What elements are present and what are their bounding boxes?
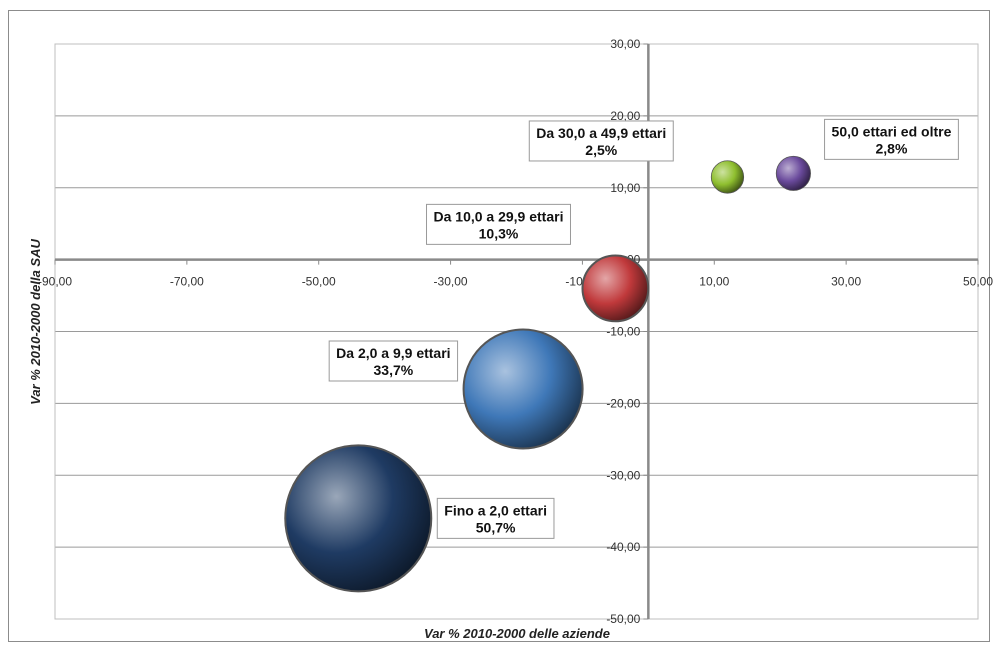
bubble-label-share: 33,7% (374, 362, 414, 378)
x-tick-label: -70,00 (170, 275, 204, 289)
bubble-label-box (528, 120, 674, 162)
y-tick-label: 10,00 (610, 181, 640, 195)
x-tick-label: -90,00 (38, 275, 72, 289)
bubble (710, 160, 745, 194)
bubble-label-box (436, 497, 555, 539)
bubble (581, 254, 650, 323)
bubble-label-name: Da 2,0 a 9,9 ettari (336, 345, 450, 361)
y-tick-label: -10,00 (606, 325, 640, 339)
bubble-label-share: 2,5% (585, 142, 617, 158)
y-tick-label: 30,00 (610, 37, 640, 51)
y-axis-title: Var % 2010-2000 della SAU (28, 239, 43, 405)
bubble-label-name: Da 10,0 a 29,9 ettari (434, 208, 564, 224)
bubble (775, 155, 811, 191)
x-tick-label: 50,00 (963, 275, 993, 289)
x-tick-label: -50,00 (302, 275, 336, 289)
bubble-label-box (426, 203, 571, 245)
bubble-label-share: 10,3% (479, 225, 519, 241)
y-tick-label: -20,00 (606, 396, 640, 410)
x-axis-title: Var % 2010-2000 delle aziende (424, 626, 610, 641)
bubble-label-name: 50,0 ettari ed oltre (832, 123, 952, 139)
bubble (284, 444, 433, 593)
y-tick-label: -50,00 (606, 612, 640, 626)
bubble-label-box (328, 340, 459, 382)
y-tick-label: 20,00 (610, 109, 640, 123)
y-tick-label: -40,00 (606, 540, 640, 554)
y-tick-label: -30,00 (606, 468, 640, 482)
bubble-label-name: Da 30,0 a 49,9 ettari (536, 125, 666, 141)
bubble (462, 328, 584, 450)
axes: -90,00 -70,00 -50,00 -30,00 -10,00 10,00 30,00… (38, 37, 993, 626)
bubble-label-box (824, 118, 959, 160)
x-tick-label: 10,00 (699, 275, 729, 289)
x-tick-label: 30,00 (831, 275, 861, 289)
x-tick-label: -30,00 (434, 275, 468, 289)
bubble-label-share: 2,8% (876, 140, 908, 156)
bubbles (284, 155, 811, 593)
plot-area (54, 43, 979, 620)
bubble-label-name: Fino a 2,0 ettari (444, 502, 547, 518)
bubble-label-share: 50,7% (476, 519, 516, 535)
